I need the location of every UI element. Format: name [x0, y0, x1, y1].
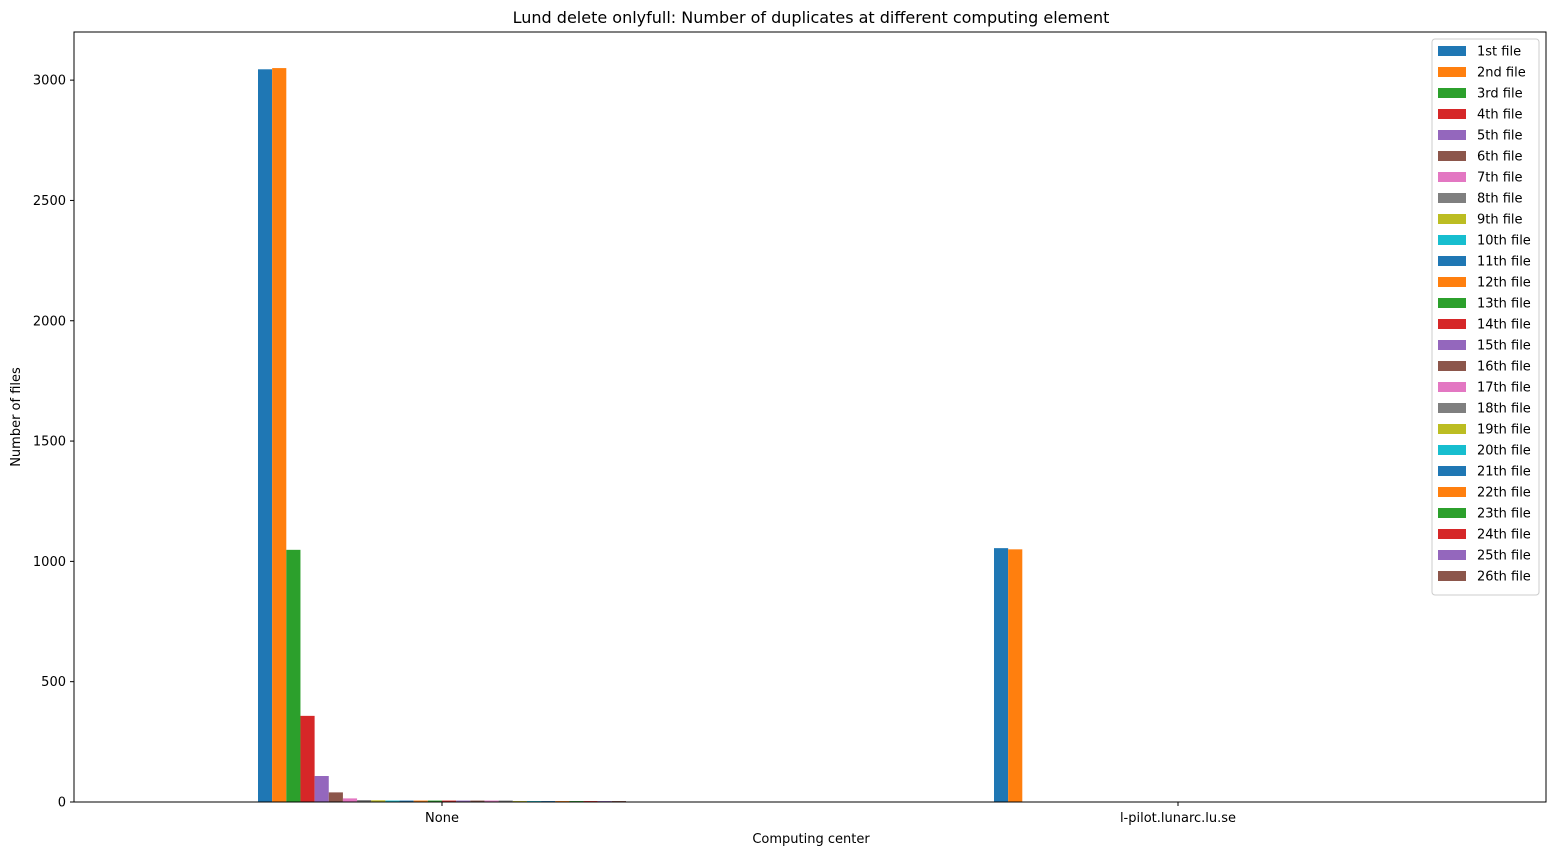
legend-label: 7th file	[1477, 171, 1523, 186]
bar-17th-file-None	[484, 800, 499, 802]
legend-swatch	[1438, 235, 1466, 245]
chart-title: Lund delete onlyfull: Number of duplicat…	[513, 8, 1110, 27]
bar-3rd-file-None	[286, 549, 301, 802]
legend-label: 25th file	[1477, 549, 1531, 564]
bar-7th-file-None	[342, 798, 358, 802]
legend-swatch	[1438, 340, 1466, 350]
bar-16th-file-None	[470, 800, 485, 802]
bar-12th-file-None	[413, 800, 428, 802]
legend-label: 17th file	[1477, 381, 1531, 396]
legend-swatch	[1438, 361, 1466, 371]
legend-label: 19th file	[1477, 423, 1531, 438]
legend-label: 2nd file	[1477, 66, 1526, 81]
legend-swatch	[1438, 172, 1466, 182]
legend-label: 12th file	[1477, 276, 1531, 291]
legend-swatch	[1438, 67, 1466, 77]
legend-label: 8th file	[1477, 192, 1523, 207]
bar-1st-file-l-pilot-lunarc-lu-se	[994, 548, 1009, 802]
legend-label: 15th file	[1477, 339, 1531, 354]
legend-swatch	[1438, 298, 1466, 308]
legend-label: 21th file	[1477, 465, 1531, 480]
legend-label: 10th file	[1477, 234, 1531, 249]
legend: 1st file 2nd file 3rd file 4th file 5th file…	[1431, 38, 1540, 596]
legend-label: 16th file	[1477, 360, 1531, 375]
legend-swatch	[1438, 466, 1466, 476]
y-axis-title: Number of files	[9, 367, 24, 467]
legend-swatch	[1438, 445, 1466, 455]
legend-swatch	[1438, 571, 1466, 581]
legend-label: 18th file	[1477, 402, 1531, 417]
plot-frame	[73, 31, 1547, 803]
y-tick-label: 1500	[33, 435, 66, 450]
bar-9th-file-None	[371, 800, 386, 802]
legend-label: 22th file	[1477, 486, 1531, 501]
legend-label: 11th file	[1477, 255, 1531, 270]
legend-swatch	[1438, 256, 1466, 266]
legend-label: 1st file	[1477, 45, 1521, 60]
bar-18th-file-None	[498, 800, 513, 802]
bar-14th-file-None	[442, 800, 457, 802]
legend-swatch	[1438, 424, 1466, 434]
x-tick-label: None	[425, 811, 459, 826]
legend-label: 24th file	[1477, 528, 1531, 543]
legend-label: 13th file	[1477, 297, 1531, 312]
legend-swatch	[1438, 151, 1466, 161]
bar-11th-file-None	[399, 800, 414, 802]
legend-label: 6th file	[1477, 150, 1523, 165]
legend-label: 20th file	[1477, 444, 1531, 459]
bar-1st-file-None	[258, 69, 273, 803]
legend-label: 9th file	[1477, 213, 1523, 228]
bar-2nd-file-l-pilot-lunarc-lu-se	[1008, 549, 1023, 802]
bar-2nd-file-None	[272, 68, 287, 803]
y-tick-label: 1000	[33, 555, 66, 570]
bar-4th-file-None	[300, 715, 315, 802]
x-axis-title: Computing center	[752, 832, 870, 847]
legend-swatch	[1438, 487, 1466, 497]
y-tick-label: 2000	[33, 314, 66, 329]
legend-label: 23th file	[1477, 507, 1531, 522]
legend-swatch	[1438, 88, 1466, 98]
legend-swatch	[1438, 403, 1466, 413]
bar-15th-file-None	[456, 800, 471, 802]
bar-8th-file-None	[357, 800, 372, 802]
legend-swatch	[1438, 382, 1466, 392]
x-axis: None l-pilot.lunarc.lu.se	[425, 802, 1236, 826]
legend-swatch	[1438, 550, 1466, 560]
legend-swatch	[1438, 109, 1466, 119]
bars-group	[258, 68, 1023, 803]
legend-label: 4th file	[1477, 108, 1523, 123]
y-tick-label: 2500	[33, 194, 66, 209]
legend-swatch	[1438, 193, 1466, 203]
legend-label: 5th file	[1477, 129, 1523, 144]
legend-label: 14th file	[1477, 318, 1531, 333]
legend-swatch	[1438, 46, 1466, 56]
bar-13th-file-None	[427, 800, 442, 802]
y-tick-label: 0	[58, 796, 66, 811]
legend-swatch	[1438, 214, 1466, 224]
legend-swatch	[1438, 130, 1466, 140]
legend-label: 3rd file	[1477, 87, 1523, 102]
bar-10th-file-None	[385, 800, 400, 802]
legend-swatch	[1438, 529, 1466, 539]
x-tick-label: l-pilot.lunarc.lu.se	[1120, 811, 1236, 826]
legend-swatch	[1438, 319, 1466, 329]
y-tick-label: 3000	[33, 74, 66, 89]
legend-label: 26th file	[1477, 570, 1531, 585]
legend-swatch	[1438, 277, 1466, 287]
y-axis: 0 500 1000 1500 2000 2500 3000	[33, 74, 74, 811]
bar-6th-file-None	[328, 792, 343, 803]
bar-5th-file-None	[314, 776, 329, 802]
y-tick-label: 500	[41, 675, 66, 690]
legend-swatch	[1438, 508, 1466, 518]
